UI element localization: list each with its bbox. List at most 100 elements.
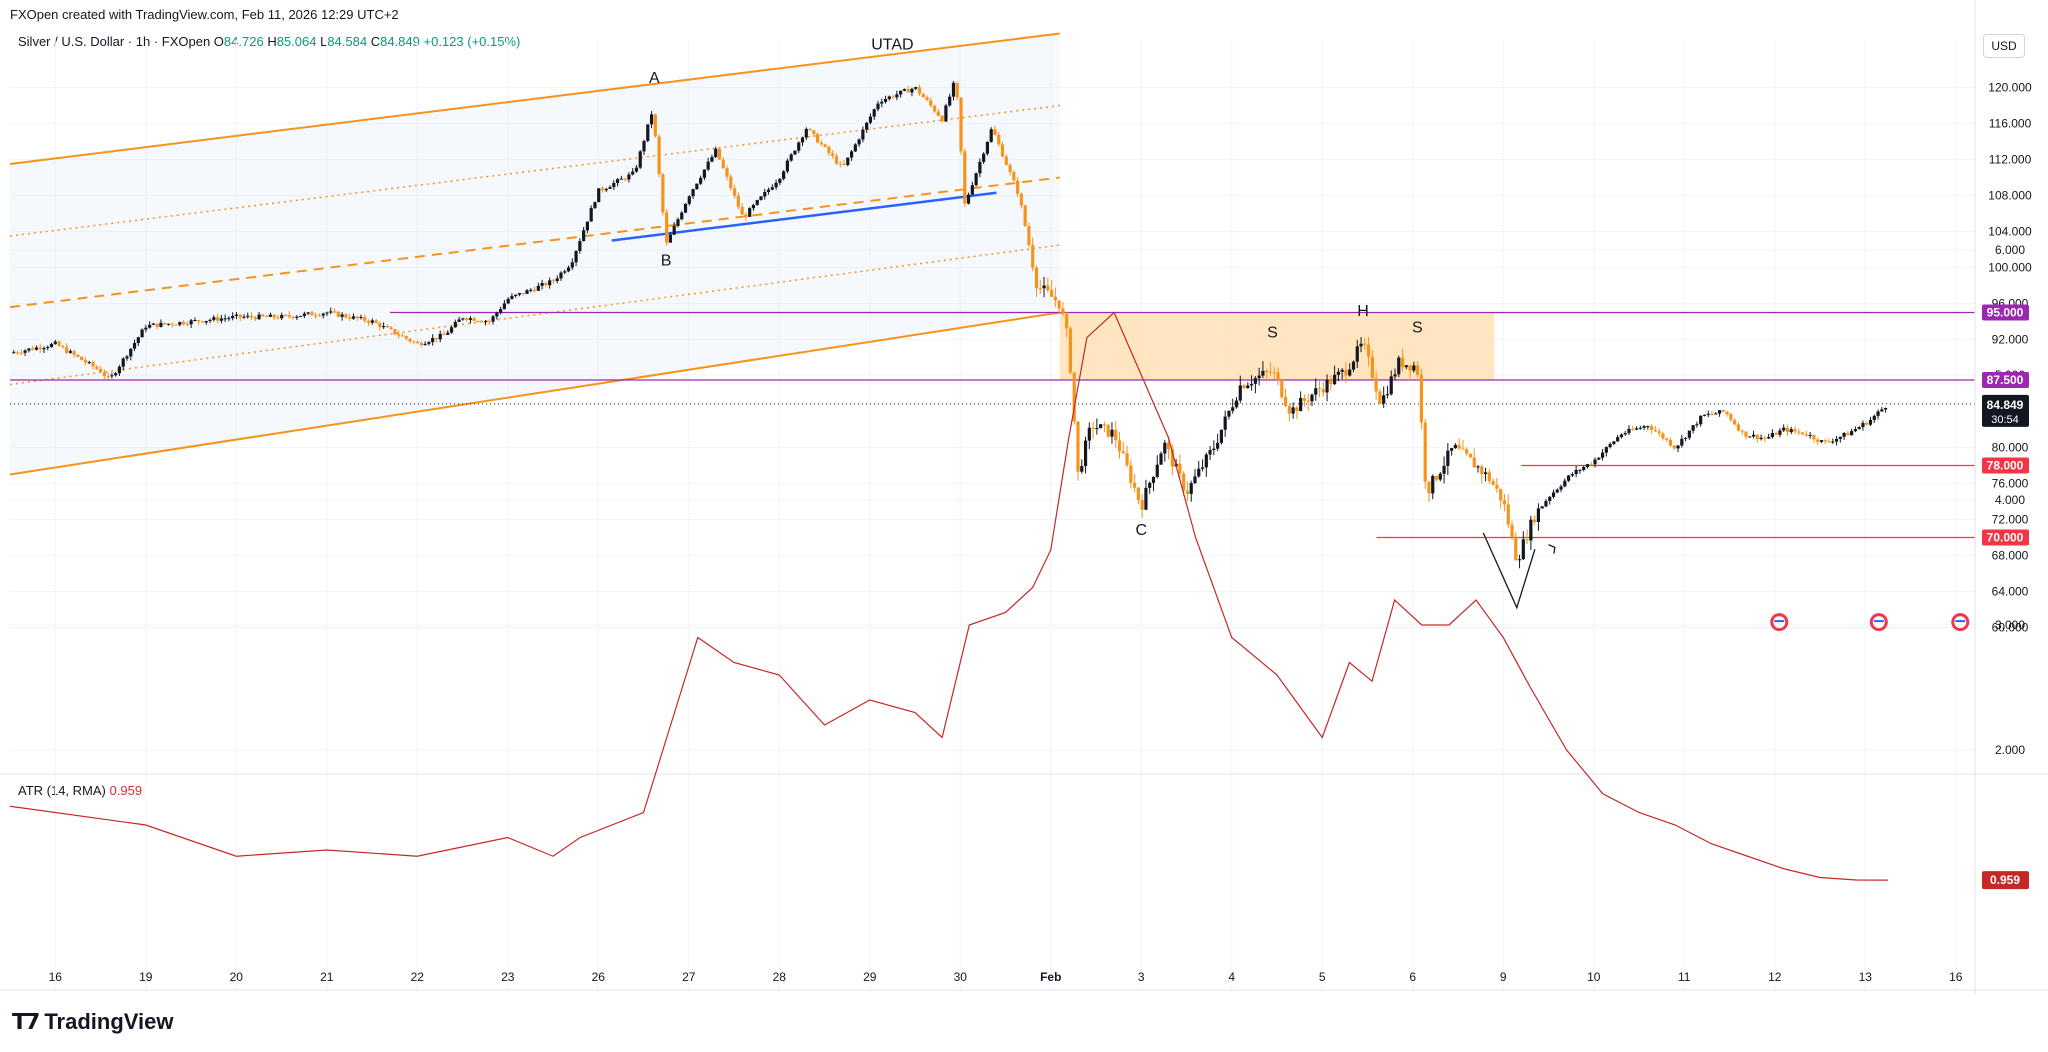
atr-label[interactable]: ATR (14, RMA) xyxy=(18,783,106,798)
candle-body xyxy=(502,303,506,310)
candle-body xyxy=(393,329,397,335)
candle-body xyxy=(1884,407,1888,410)
annotations: A B UTAD C S H S xyxy=(649,37,1970,632)
candle-body xyxy=(1559,486,1563,490)
candle-body xyxy=(665,212,669,243)
candle-body xyxy=(389,327,393,330)
candle-body xyxy=(1774,433,1778,435)
tradingview-brand[interactable]: 𝗧𝟳 TradingView xyxy=(12,1009,174,1035)
candle-body xyxy=(702,169,706,178)
price-tick-label: 112.000 xyxy=(1989,153,2032,167)
candle-body xyxy=(1110,429,1114,437)
candle-body xyxy=(1393,374,1397,377)
candle-body xyxy=(559,272,563,279)
candle-body xyxy=(993,129,997,135)
candle-body xyxy=(336,311,340,317)
candle-body xyxy=(215,317,220,321)
time-tick-label: 3 xyxy=(1138,970,1145,984)
candle-body xyxy=(1574,469,1578,475)
price-tick-label: 76.000 xyxy=(1992,477,2029,491)
candle-body xyxy=(521,293,525,295)
candle-body xyxy=(691,189,695,197)
candle-body xyxy=(578,241,582,252)
candle-body xyxy=(529,289,533,291)
candle-body xyxy=(181,321,186,325)
candle-body xyxy=(1408,365,1412,371)
symbol-label[interactable]: Silver / U.S. Dollar · 1h · FXOpen xyxy=(18,34,211,49)
candle-body xyxy=(1536,508,1541,522)
candle-body xyxy=(310,312,314,316)
flag-stripe xyxy=(1955,620,1966,623)
candle-body xyxy=(1268,371,1273,373)
candle-body xyxy=(1665,438,1669,440)
candle-body xyxy=(359,317,363,319)
high-value: 85.064 xyxy=(276,34,317,49)
candle-body xyxy=(208,319,212,321)
candle-body xyxy=(1249,383,1254,386)
currency-button[interactable]: USD xyxy=(1983,34,2025,58)
atr-legend: ATR (14, RMA) 0.959 xyxy=(18,783,142,798)
candle-body xyxy=(1521,539,1525,560)
candle-body xyxy=(499,309,503,313)
candle-body xyxy=(1525,539,1529,541)
candle-body xyxy=(246,315,250,317)
candle-body xyxy=(1333,374,1337,385)
candle-body xyxy=(789,154,793,161)
candle-body xyxy=(695,183,699,190)
candle-body xyxy=(729,176,733,189)
candle-body xyxy=(249,315,254,318)
candle-body xyxy=(585,221,589,231)
candle-body xyxy=(1517,559,1522,561)
channel-lower-line xyxy=(9,311,1060,476)
candle-body xyxy=(404,336,408,339)
candle-body xyxy=(1627,428,1631,434)
candle-body xyxy=(298,315,303,317)
candle-body xyxy=(1344,369,1348,376)
candle-body xyxy=(457,319,461,322)
high-label: H xyxy=(267,34,277,49)
atr-tick-label: 2.000 xyxy=(1995,743,2025,757)
candle-body xyxy=(1646,426,1650,428)
candle-body xyxy=(563,271,567,273)
candle-body xyxy=(261,314,265,317)
flag-stripe xyxy=(1873,620,1884,623)
atr-value: 0.959 xyxy=(109,783,143,798)
candle-body xyxy=(370,320,374,323)
candle-body xyxy=(1861,422,1865,428)
candle-body xyxy=(1600,452,1605,458)
candle-body xyxy=(363,317,367,321)
candle-body xyxy=(1653,429,1657,432)
candle-body xyxy=(1506,504,1510,525)
candle-body xyxy=(1593,459,1597,465)
candle-body xyxy=(1585,464,1590,468)
candle-body xyxy=(672,225,676,235)
price-legend: Silver / U.S. Dollar · 1h · FXOpen O84.7… xyxy=(18,34,520,49)
candle-body xyxy=(483,321,488,323)
candle-body xyxy=(1046,285,1050,291)
candle-body xyxy=(1231,407,1235,411)
candle-body xyxy=(925,97,929,101)
candle-body xyxy=(1733,419,1737,425)
candle-body xyxy=(608,187,612,189)
candle-body xyxy=(1389,376,1393,395)
candle-body xyxy=(1400,357,1405,368)
candle-body xyxy=(1483,472,1488,475)
time-tick-label: 10 xyxy=(1587,970,1601,984)
candle-body xyxy=(646,124,650,141)
close-value: 84.849 xyxy=(380,34,420,49)
candle-body xyxy=(1276,372,1280,381)
level-tag xyxy=(1982,529,2029,546)
candle-body xyxy=(306,312,310,314)
candle-body xyxy=(1061,308,1065,314)
candle-body xyxy=(49,343,54,348)
candle-body xyxy=(129,348,133,357)
candle-body xyxy=(125,356,129,359)
candle-body xyxy=(204,320,208,323)
candle-body xyxy=(853,144,857,152)
candle-body xyxy=(1299,398,1303,412)
candle-body xyxy=(1789,429,1793,433)
time-tick-label: 26 xyxy=(592,970,606,984)
candle-body xyxy=(1782,427,1786,431)
close-label: C xyxy=(370,34,381,49)
